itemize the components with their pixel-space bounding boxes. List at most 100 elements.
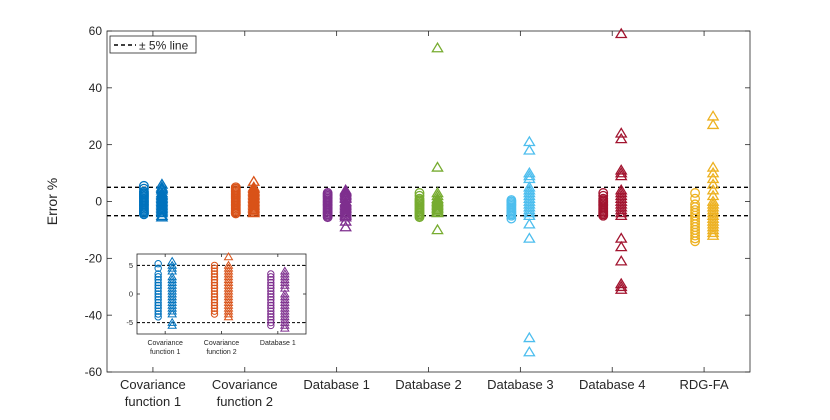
inset-circle-point [267, 290, 275, 298]
y-tick-label: 60 [89, 24, 103, 38]
triangle-point [431, 161, 444, 172]
y-tick-label: -60 [85, 365, 103, 379]
triangle-point [706, 178, 720, 189]
triangle-point [523, 166, 536, 178]
inset-circle-point [210, 270, 219, 278]
triangle-point [431, 41, 444, 53]
triangle-point [614, 206, 628, 218]
inset-circle-point [154, 298, 162, 307]
triangle-point [155, 210, 169, 222]
inset-circle-point [154, 273, 162, 281]
triangle-point [431, 203, 444, 215]
inset-circle-point [154, 281, 162, 290]
x-tick-label-line2: function 1 [125, 394, 181, 409]
triangle-point [523, 232, 536, 243]
inset-circle-point [267, 298, 275, 307]
inset-circle-point [154, 296, 162, 304]
triangle-point [155, 209, 169, 221]
inset-circle-point [154, 264, 162, 272]
triangle-point [339, 208, 352, 219]
triangle-point [614, 280, 628, 292]
triangle-point [247, 205, 261, 216]
inset-y-tick-label: 5 [129, 261, 133, 270]
inset-circle-point [210, 304, 219, 312]
inset-circle-point [210, 301, 219, 310]
inset-circle-point [210, 298, 219, 307]
triangle-point [523, 169, 536, 181]
triangle-point [614, 240, 628, 252]
triangle-point [614, 255, 628, 266]
triangle-point [706, 161, 720, 172]
triangle-point [155, 199, 169, 211]
series-group [598, 27, 628, 294]
inset-circle-point [154, 304, 162, 312]
inset-circle-point [267, 316, 275, 324]
triangle-point [614, 209, 628, 221]
triangle-point [431, 223, 444, 235]
inset-x-tick-label-line2: function 1 [150, 349, 180, 356]
triangle-point [247, 203, 261, 215]
triangle-point [614, 132, 628, 144]
inset-circle-point [267, 281, 275, 290]
inset-x-tick-label: Covariance [204, 340, 240, 347]
triangle-point [247, 206, 261, 218]
circle-point [598, 210, 609, 221]
inset-y-tick-label: -5 [126, 318, 133, 327]
y-tick-label: 20 [89, 138, 103, 152]
circle-point [690, 233, 701, 244]
inset-circle-point [267, 293, 275, 301]
triangle-point [339, 210, 352, 222]
y-tick-label: -20 [85, 252, 103, 266]
circle-point [690, 236, 701, 247]
inset-circle-point [154, 310, 162, 318]
inset-triangle-point [223, 252, 234, 261]
series-group [690, 110, 720, 247]
circle-point [138, 209, 149, 220]
inset-circle-point [210, 290, 219, 298]
inset-triangle-point [167, 320, 178, 329]
legend-box [109, 35, 197, 54]
triangle-point [431, 202, 444, 213]
x-tick-label: Covariance [212, 377, 278, 392]
inset-series-group [267, 266, 290, 332]
triangle-point [523, 144, 536, 155]
triangle-point [523, 345, 536, 357]
inset-circle-point [210, 276, 219, 284]
x-tick-label: Covariance [120, 377, 186, 392]
inset-circle-point [210, 310, 219, 318]
inset-circle-point [210, 293, 219, 301]
inset-circle-point [210, 284, 219, 292]
y-tick-label: 0 [95, 195, 102, 209]
inset-circle-point [267, 273, 275, 281]
inset-circle-point [154, 313, 162, 321]
inset-circle-point [267, 287, 275, 295]
circle-point [414, 212, 425, 223]
inset-circle-point [154, 301, 162, 310]
triangle-point [339, 209, 352, 221]
triangle-point [339, 215, 352, 226]
circle-point [690, 188, 701, 198]
triangle-point [247, 202, 261, 213]
triangle-point [614, 283, 628, 294]
triangle-point [431, 201, 444, 212]
x-tick-label: Database 2 [395, 377, 462, 392]
x-tick-label-line2: function 2 [217, 394, 273, 409]
triangle-point [431, 205, 444, 216]
triangle-point [431, 199, 444, 211]
circle-point [230, 208, 241, 219]
inset-circle-point [154, 284, 162, 292]
inset-y-tick-label: 0 [129, 290, 133, 299]
series-group [414, 41, 444, 235]
inset-circle-point [210, 287, 219, 295]
inset-triangle-point [167, 317, 178, 326]
triangle-point [706, 183, 720, 195]
inset-circle-point [154, 287, 162, 295]
triangle-point [614, 203, 628, 215]
inset-circle-point [267, 310, 275, 318]
inset-triangle-point [279, 323, 290, 332]
circle-point [506, 213, 517, 224]
triangle-point [706, 118, 720, 130]
series-group [138, 178, 169, 222]
x-tick-label: Database 3 [487, 377, 554, 392]
